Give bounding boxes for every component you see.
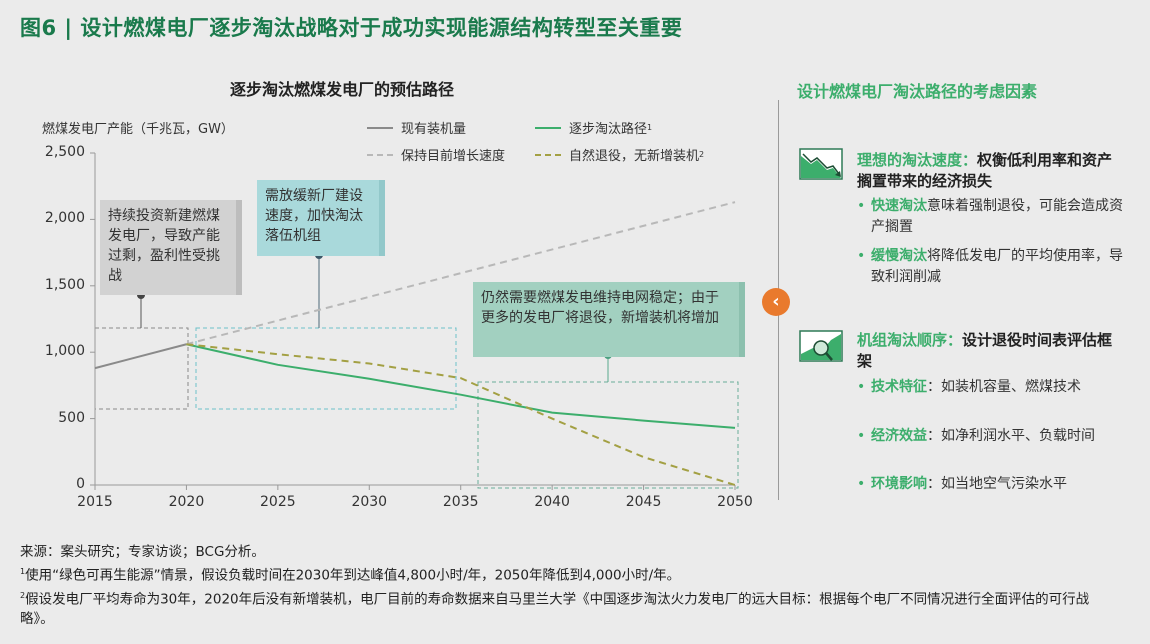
legend-label: 逐步淘汰路径: [569, 122, 648, 137]
legend-label: 自然退役，无新增装机: [569, 149, 700, 164]
x-tick-label: 2020: [168, 494, 205, 510]
bullet-text: 意味着强制退役，可能会造成资产搁置: [871, 198, 1123, 235]
series-line-3: [186, 343, 736, 486]
x-tick-label: 2040: [534, 494, 570, 510]
chart-title: 逐步淘汰燃煤发电厂的预估路径: [230, 80, 455, 99]
footnote-1: 1使用“绿色可再生能源”情景，假设负载时间在2030年到达峰值4,800小时/年…: [20, 562, 1120, 586]
section-order-heading: 机组淘汰顺序：设计退役时间表评估框架: [857, 330, 1127, 372]
bullet-item: 技术特征：如装机容量、燃煤技术: [857, 377, 1127, 398]
series-line-0: [94, 343, 187, 370]
legend-swatch: [367, 126, 393, 129]
footnote-mark: 1: [647, 123, 653, 132]
series-line-2: [186, 201, 736, 346]
bullet-key: 快速淘汰: [871, 198, 927, 214]
annotation-range-box: [195, 327, 457, 410]
bullet-text: ：如净利润水平、负载时间: [927, 428, 1095, 444]
legend-label: 现有装机量: [401, 122, 467, 137]
bullet-key: 经济效益: [871, 428, 927, 444]
legend-phaseout: 逐步淘汰路径 1: [535, 118, 652, 137]
bullet-text: ：如装机容量、燃煤技术: [927, 379, 1081, 395]
heading-black: 权衡低利用率和资产搁置带来的经济损失: [857, 151, 1113, 190]
legend-swatch: [535, 153, 561, 156]
annotation-range-box: [477, 381, 739, 489]
footnote-2: 2假设发电厂平均寿命为30年，2020年后没有新增装机，电厂目前的寿命数据来自马…: [20, 586, 1120, 630]
legend-natural-retire: 自然退役，无新增装机 2: [535, 145, 704, 164]
series-line-1: [186, 343, 736, 429]
bullet-item: 环境影响：如当地空气污染水平: [857, 474, 1127, 495]
bullet-text: ：如当地空气污染水平: [927, 476, 1067, 492]
heading-black: 设计退役时间表评估框架: [857, 331, 1113, 370]
chart-plot: [90, 152, 739, 490]
annotation-range-box: [94, 327, 189, 410]
heading-green: 机组淘汰顺序：: [857, 331, 963, 349]
footnote-text: 使用“绿色可再生能源”情景，假设负载时间在2030年到达峰值4,800小时/年，…: [25, 567, 681, 584]
footnotes: 来源：案头研究；专家访谈；BCG分析。 1使用“绿色可再生能源”情景，假设负载时…: [20, 542, 1120, 629]
footnote-mark: 2: [20, 590, 26, 600]
footnote-mark: 2: [699, 150, 705, 159]
y-tick-label: 2,500: [44, 144, 85, 160]
bullet-key: 缓慢淘汰: [871, 248, 927, 264]
bullet-key: 技术特征: [871, 379, 927, 395]
legend-current-growth: 保持目前增长速度: [367, 145, 505, 164]
y-tick-label: 1,500: [44, 276, 85, 293]
section-speed-heading: 理想的淘汰速度：权衡低利用率和资产搁置带来的经济损失: [857, 150, 1127, 192]
y-axis-label: 燃煤发电厂产能（千兆瓦，GW）: [42, 122, 234, 137]
legend-label: 保持目前增长速度: [401, 149, 506, 164]
legend-existing: 现有装机量: [367, 118, 466, 137]
footnote-mark: 1: [20, 567, 26, 576]
legend-swatch: [535, 126, 561, 129]
y-tick-label: 500: [58, 409, 85, 426]
bullet-item: 快速淘汰意味着强制退役，可能会造成资产搁置: [857, 196, 1127, 238]
legend-swatch: [367, 153, 393, 156]
y-tick-label: 2,000: [44, 210, 85, 227]
annotation-callouts: [94, 251, 739, 489]
annotation-slow-new-build: 需放缓新厂建设速度，加快淘汰落伍机组: [257, 180, 385, 256]
magnifier-chart-icon: [799, 330, 843, 362]
x-tick-label: 2035: [442, 494, 479, 510]
annotation-overcapacity: 持续投资新建燃煤发电厂，导致产能过剩，盈利性受挑战: [100, 200, 242, 295]
bullet-item: 经济效益：如净利润水平、负载时间: [857, 426, 1127, 447]
x-tick-label: 2045: [625, 494, 662, 510]
x-tick-label: 2025: [260, 494, 296, 510]
x-tick-label: 2050: [717, 494, 753, 510]
collapse-panel-button[interactable]: ‹: [762, 288, 790, 316]
y-tick-label: 1,000: [44, 343, 85, 360]
source-line: 来源：案头研究；专家访谈；BCG分析。: [20, 544, 265, 560]
right-panel-title: 设计燃煤电厂淘汰路径的考虑因素: [797, 82, 1038, 101]
annotation-grid-stability: 仍然需要燃煤发电维持电网稳定；由于更多的发电厂将退役，新增装机将增加: [473, 282, 745, 357]
footnote-text: 假设发电厂平均寿命为30年，2020年后没有新增装机，电厂目前的寿命数据来自马里…: [20, 591, 1090, 627]
heading-green: 理想的淘汰速度：: [857, 151, 978, 169]
y-tick-label: 0: [76, 476, 85, 492]
declining-chart-icon: [799, 148, 843, 180]
bullet-item: 缓慢淘汰将降低发电厂的平均使用率，导致利润削减: [857, 246, 1127, 288]
x-tick-label: 2030: [351, 494, 388, 510]
bullet-key: 环境影响: [871, 476, 927, 492]
figure-title: 图6 | 设计燃煤电厂逐步淘汰战略对于成功实现能源结构转型至关重要: [20, 16, 683, 40]
bullet-text: 将降低发电厂的平均使用率，导致利润削减: [871, 248, 1123, 285]
x-tick-label: 2015: [77, 494, 113, 510]
